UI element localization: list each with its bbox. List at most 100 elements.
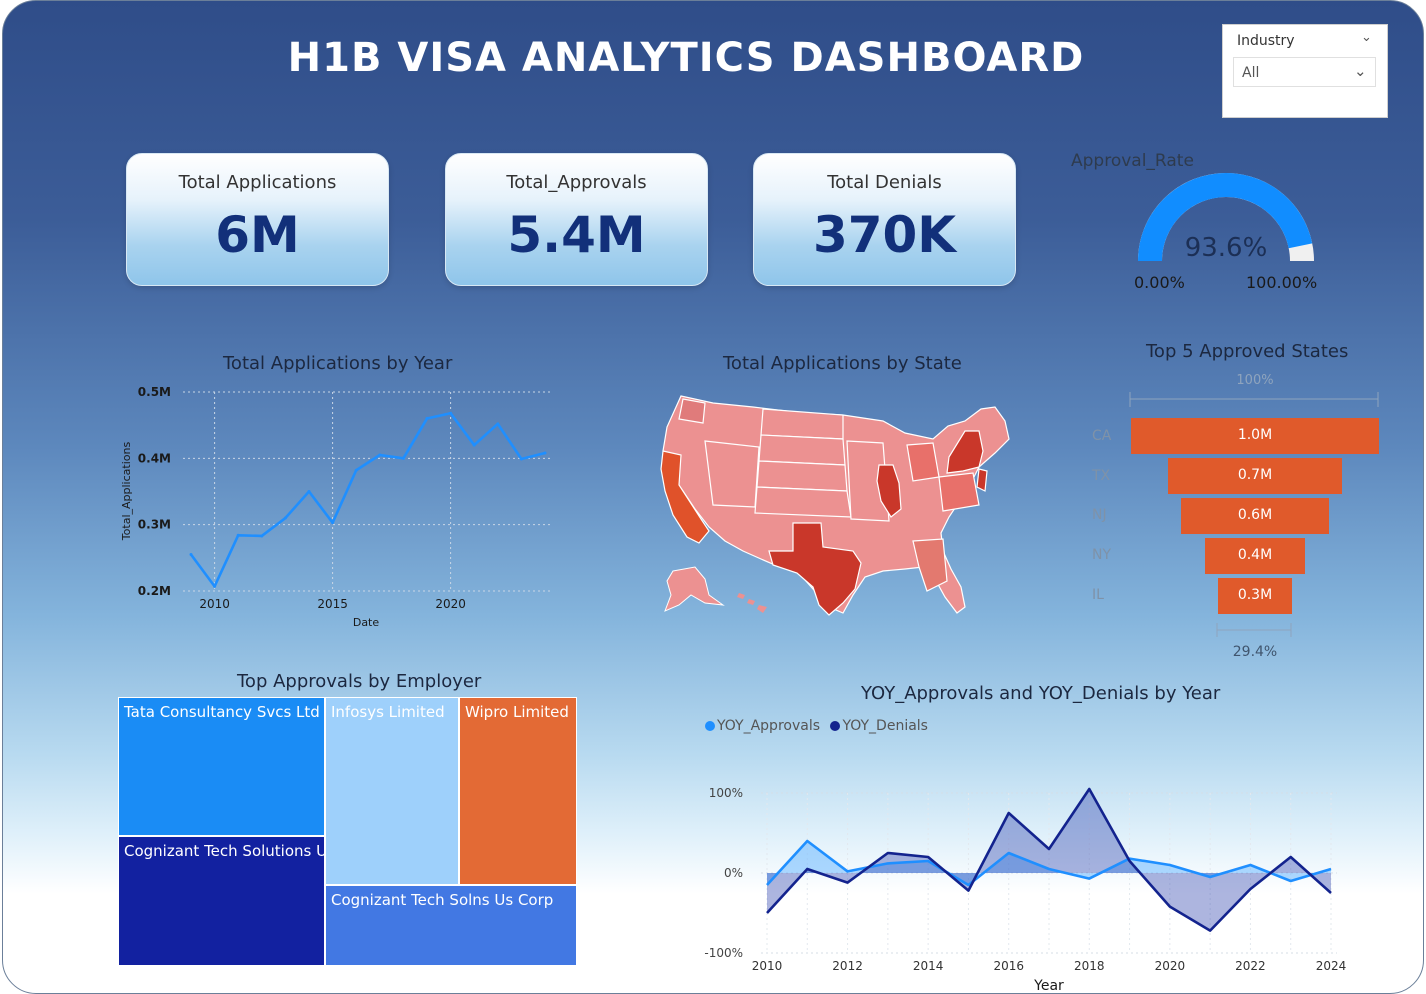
kpi-label: Total Denials xyxy=(827,172,942,193)
treemap-tile-label: Infosys Limited xyxy=(331,703,445,721)
series-line-yoy-denials[interactable] xyxy=(766,787,1332,932)
funnel-bar[interactable]: 0.3M xyxy=(1217,578,1293,614)
map-state-region[interactable] xyxy=(912,538,948,592)
data-point[interactable] xyxy=(425,417,429,421)
data-point[interactable] xyxy=(519,457,523,461)
treemap-tile[interactable]: Cognizant Tech Solutions U... xyxy=(118,836,341,966)
legend-label: YOY_Approvals xyxy=(717,718,821,734)
map-state-region[interactable] xyxy=(938,472,980,512)
treemap-tile[interactable]: Tata Consultancy Svcs Ltd xyxy=(118,697,325,836)
legend-label: YOY_Denials xyxy=(842,718,928,734)
data-point[interactable] xyxy=(472,443,476,447)
data-point[interactable] xyxy=(354,468,358,472)
map-state-region[interactable] xyxy=(846,440,890,522)
funnel-category: IL xyxy=(1092,587,1104,603)
funnel-bar-label: 0.3M xyxy=(1237,587,1273,603)
data-point[interactable] xyxy=(378,453,382,457)
gauge-value: 93.6% xyxy=(1184,233,1268,263)
map-state-california[interactable] xyxy=(660,450,710,544)
series-line-total-applications[interactable] xyxy=(189,411,546,588)
data-point[interactable] xyxy=(189,553,193,557)
kpi-value: 370K xyxy=(812,206,957,264)
applications-by-year-chart[interactable]: 0.2M 0.3M 0.4M 0.5M 2010 2015 2020 Date Total_Ap… xyxy=(113,379,563,639)
kpi-card-total-denials: Total Denials 370K xyxy=(753,153,1016,286)
map-state-new-york[interactable] xyxy=(946,430,984,474)
data-point[interactable] xyxy=(496,422,500,426)
map-state-new-jersey[interactable] xyxy=(976,468,988,492)
gauge-fill xyxy=(1138,173,1313,262)
yoy-area-chart[interactable]: -100% 0% 100% 2010 2012 2014 2016 2018 2020 2022 2… xyxy=(693,771,1363,994)
x-tick-label: 2016 xyxy=(993,959,1024,973)
industry-slicer: Industry ⌄ All ⌄ xyxy=(1222,24,1388,118)
legend-item-yoy-denials[interactable]: YOY_Denials xyxy=(830,718,928,734)
data-point[interactable] xyxy=(213,584,217,588)
map-state-alaska[interactable] xyxy=(664,566,725,612)
map-state-region[interactable] xyxy=(678,398,706,424)
x-tick-label: 2010 xyxy=(752,959,783,973)
x-tick-label: 2010 xyxy=(199,597,230,611)
industry-dropdown[interactable]: All ⌄ xyxy=(1233,57,1376,87)
map-state-region[interactable] xyxy=(754,486,852,518)
funnel-category: TX xyxy=(1092,468,1111,484)
treemap-tile-label: Tata Consultancy Svcs Ltd xyxy=(124,703,320,721)
funnel-category: CA xyxy=(1092,428,1112,444)
series-area-yoy-denials xyxy=(767,789,1331,931)
treemap-tile-label: Cognizant Tech Solutions U... xyxy=(124,842,342,860)
data-point[interactable] xyxy=(283,516,287,520)
map-states-group xyxy=(662,395,1010,614)
data-point[interactable] xyxy=(543,451,547,455)
y-tick-label: 0.3M xyxy=(138,518,171,532)
kpi-label: Total Applications xyxy=(178,172,337,193)
kpi-value: 5.4M xyxy=(507,206,646,264)
funnel-bar-label: 0.6M xyxy=(1237,507,1273,523)
kpi-card-total-applications: Total Applications 6M xyxy=(126,153,389,286)
line-chart-title: Total Applications by Year xyxy=(223,353,453,374)
treemap-tile-label: Wipro Limited xyxy=(465,703,569,721)
x-tick-label: 2018 xyxy=(1074,959,1105,973)
treemap-tile[interactable]: Wipro Limited xyxy=(459,697,577,885)
legend-item-yoy-approvals[interactable]: YOY_Approvals xyxy=(705,718,820,734)
y-tick-label: 0.2M xyxy=(138,584,171,598)
funnel-bar[interactable]: 0.7M xyxy=(1168,458,1342,494)
gauge-min-label: 0.00% xyxy=(1134,273,1185,292)
data-point[interactable] xyxy=(331,521,335,525)
slicer-label: Industry xyxy=(1237,33,1295,49)
approval-rate-gauge[interactable] xyxy=(1123,171,1333,271)
series-line-yoy-approvals[interactable] xyxy=(766,839,1332,887)
map-state-region[interactable] xyxy=(760,408,844,440)
treemap-title: Top Approvals by Employer xyxy=(237,671,482,692)
us-states-map[interactable] xyxy=(643,381,1033,626)
map-state-texas[interactable] xyxy=(768,522,862,616)
data-point[interactable] xyxy=(449,411,453,415)
treemap-tile[interactable]: Infosys Limited xyxy=(325,697,459,885)
y-tick-label: 0.4M xyxy=(138,451,171,465)
funnel-bar[interactable]: 0.6M xyxy=(1180,498,1330,534)
x-tick-label: 2015 xyxy=(317,597,348,611)
dropdown-selected-value: All xyxy=(1242,65,1260,81)
funnel-bar[interactable]: 0.4M xyxy=(1205,538,1305,574)
map-state-region[interactable] xyxy=(756,460,848,492)
y-tick-label: 0% xyxy=(724,866,743,880)
funnel-top-percent: 100% xyxy=(1236,373,1274,388)
map-state-region[interactable] xyxy=(906,442,940,482)
data-point[interactable] xyxy=(307,490,311,493)
kpi-value: 6M xyxy=(215,206,300,264)
treemap-tile[interactable]: Cognizant Tech Solns Us Corp xyxy=(325,885,577,966)
map-state-region[interactable] xyxy=(758,434,846,466)
data-point[interactable] xyxy=(236,533,240,537)
map-state-region[interactable] xyxy=(704,440,760,508)
x-tick-label: 2024 xyxy=(1316,959,1347,973)
funnel-bar[interactable]: 1.0M xyxy=(1131,418,1379,454)
chevron-down-icon[interactable]: ⌄ xyxy=(1361,30,1372,45)
x-tick-label: 2014 xyxy=(913,959,944,973)
funnel-bracket xyxy=(1129,392,1379,637)
data-point[interactable] xyxy=(260,534,264,538)
x-tick-label: 2020 xyxy=(435,597,466,611)
y-tick-label: 0.5M xyxy=(138,385,171,399)
data-point[interactable] xyxy=(401,456,405,460)
map-state-hawaii[interactable] xyxy=(737,593,767,613)
legend-dot-icon xyxy=(705,721,715,731)
x-axis-label: Date xyxy=(353,616,380,629)
map-state-illinois[interactable] xyxy=(876,464,902,518)
